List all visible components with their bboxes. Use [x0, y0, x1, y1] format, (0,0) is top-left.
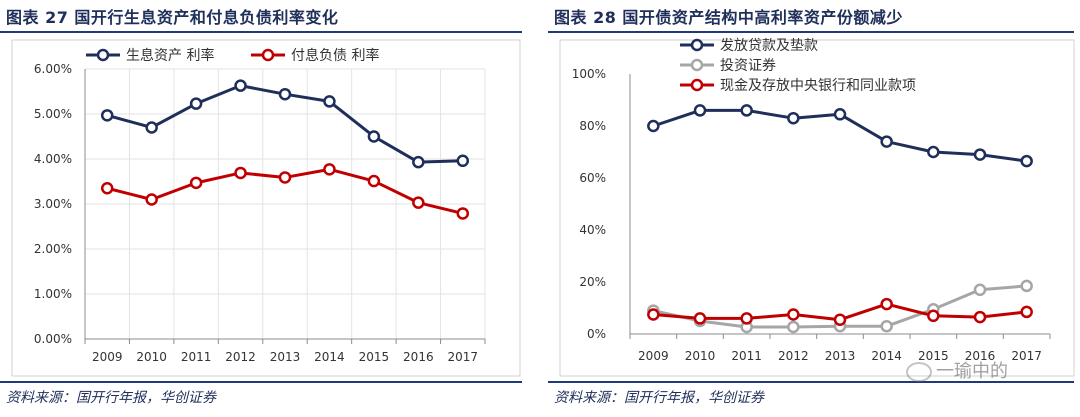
y-tick-label: 80% [579, 119, 606, 133]
y-tick-label: 20% [579, 275, 606, 289]
data-point [833, 313, 847, 326]
y-tick-label: 0.00% [34, 332, 72, 346]
data-point [880, 319, 893, 333]
legend-label: 现金及存放中央银行和同业款项 [720, 78, 916, 94]
legend-swatch-marker [690, 58, 704, 72]
x-tick-label: 2015 [918, 349, 949, 363]
data-point [880, 297, 893, 311]
data-point [1020, 305, 1033, 319]
x-tick-label: 2009 [638, 349, 669, 363]
legend-label: 投资证券 [720, 58, 776, 74]
data-point [1020, 154, 1033, 168]
legend-label: 发放贷款及垫款 [720, 38, 818, 54]
data-point [1020, 279, 1033, 293]
figure-27-source: 资料来源：国开行年报，华创证券 [6, 390, 216, 406]
x-tick-label: 2014 [871, 349, 902, 363]
x-tick-label: 2014 [314, 350, 345, 364]
x-tick-label: 2012 [225, 350, 256, 364]
figure-28-bottom-rule [548, 381, 1074, 383]
data-point [323, 163, 336, 176]
data-point [927, 145, 940, 159]
data-point [278, 87, 292, 101]
data-point [740, 312, 753, 325]
figure-27-top-rule [0, 31, 522, 33]
legend-swatch-marker [690, 78, 704, 92]
x-tick-label: 2013 [825, 349, 856, 363]
data-point [973, 283, 987, 297]
x-tick-label: 2016 [403, 350, 434, 364]
x-tick-label: 2010 [685, 349, 716, 363]
figure-27-title: 图表 27 国开行生息资产和付息负债利率变化 [6, 8, 339, 27]
x-tick-label: 2011 [181, 350, 212, 364]
data-point [973, 148, 987, 161]
x-tick-label: 2011 [731, 349, 762, 363]
y-tick-label: 40% [579, 223, 606, 237]
y-tick-label: 6.00% [34, 62, 72, 76]
figure-28-chart: 0% 20% 40% 60% 80% 100% 2009 2010 2011 2012 2013 20… [559, 38, 1075, 377]
data-point [647, 308, 660, 321]
watermark: 一瑜中的 [906, 357, 1008, 383]
y-tick-label: 4.00% [34, 152, 72, 166]
y-tick-label: 5.00% [34, 107, 72, 121]
figure-28-source: 资料来源：国开行年报，华创证券 [554, 390, 764, 406]
data-point [189, 176, 203, 190]
data-point [367, 174, 381, 188]
data-point [740, 104, 753, 117]
figure-27-bottom-rule [0, 381, 522, 383]
data-point [787, 320, 800, 334]
x-tick-label: 2009 [92, 350, 123, 364]
figure-27-chart: 0.00% 1.00% 2.00% 3.00% 4.00% 5.00% 6.00% 2009 2… [11, 39, 521, 377]
data-point [234, 79, 247, 92]
figure-28-top-rule [548, 31, 1074, 33]
data-point [367, 130, 381, 143]
x-tick-label: 2017 [1011, 349, 1042, 363]
figure-28-panel: 图表 28 国开债资产结构中高利率资产份额减少 0% 20% 40% 60% 80% 10… [548, 0, 1080, 417]
y-tick-label: 1.00% [34, 287, 72, 301]
data-point [693, 104, 707, 117]
legend-swatch-marker [96, 48, 110, 62]
data-point [456, 207, 470, 220]
chart-frame [559, 39, 1075, 377]
data-point [145, 193, 158, 206]
data-point [189, 97, 203, 110]
x-tick-label: 2012 [778, 349, 809, 363]
data-point [456, 154, 470, 168]
y-tick-label: 100% [572, 67, 606, 81]
watermark-text: 一瑜中的 [936, 361, 1008, 382]
y-tick-label: 3.00% [34, 197, 72, 211]
data-point [880, 135, 893, 148]
data-point [323, 95, 336, 108]
legend-label: 付息负债 利率 [291, 47, 379, 64]
data-point [973, 310, 987, 324]
wechat-icon [906, 362, 932, 382]
figure-27-panel: 图表 27 国开行生息资产和付息负债利率变化 0.00% 1.00% 2.00% 3.… [0, 0, 528, 417]
data-point [787, 308, 800, 321]
x-tick-label: 2010 [136, 350, 167, 364]
legend-label: 生息资产 利率 [126, 47, 214, 64]
legend-swatch-marker [690, 38, 704, 52]
data-point [927, 309, 940, 323]
data-point [787, 111, 800, 125]
data-point [145, 121, 158, 134]
y-tick-label: 2.00% [34, 242, 72, 256]
data-point [412, 155, 425, 169]
x-tick-label: 2013 [270, 350, 301, 364]
x-tick-label: 2016 [965, 349, 996, 363]
data-point [412, 196, 425, 209]
data-point [693, 312, 707, 325]
data-point [100, 109, 114, 122]
x-tick-label: 2017 [448, 350, 479, 364]
x-tick-label: 2015 [359, 350, 390, 364]
data-point [278, 171, 292, 184]
data-point [234, 166, 247, 180]
data-point [647, 119, 660, 133]
data-point [833, 108, 847, 121]
figure-28-title: 图表 28 国开债资产结构中高利率资产份额减少 [554, 8, 903, 27]
y-tick-label: 0% [587, 327, 606, 341]
y-tick-label: 60% [579, 171, 606, 185]
data-point [100, 182, 114, 195]
legend-swatch-marker [261, 48, 275, 62]
